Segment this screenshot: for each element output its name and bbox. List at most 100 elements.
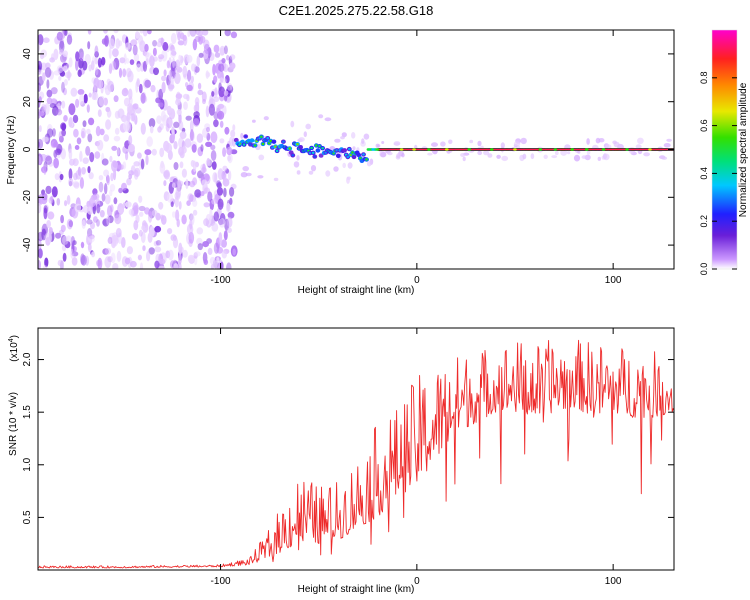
noise-blob xyxy=(226,262,232,269)
noise-blob xyxy=(200,36,206,44)
noise-blob xyxy=(46,220,51,229)
snr-panel: -100 0 100 0.5 1.0 1.5 2.0 Height of straight … xyxy=(8,327,675,595)
noise-blob xyxy=(135,81,139,93)
noise-blob xyxy=(186,223,194,235)
noise-blob xyxy=(113,135,121,142)
noise-blob xyxy=(560,149,568,156)
noise-blob xyxy=(55,232,62,239)
noise-blob xyxy=(159,258,166,265)
noise-blob xyxy=(342,162,347,169)
noise-blob xyxy=(107,236,113,245)
noise-blob xyxy=(66,195,71,205)
noise-blob xyxy=(38,42,41,52)
noise-blob xyxy=(79,51,84,62)
noise-blob xyxy=(57,259,64,267)
noise-blob xyxy=(134,167,141,177)
noise-blob xyxy=(219,47,225,56)
noise-blob xyxy=(139,30,144,34)
spec-y-tick-label: 20 xyxy=(22,96,33,108)
colorbar-gradient xyxy=(712,30,737,269)
noise-blob xyxy=(227,227,232,233)
noise-blob xyxy=(187,254,195,263)
noise-blob xyxy=(501,155,509,162)
noise-blob xyxy=(166,193,174,203)
noise-blob xyxy=(63,115,68,122)
noise-blob xyxy=(189,30,197,37)
noise-blob xyxy=(167,84,175,90)
noise-blob xyxy=(229,136,234,147)
noise-blob xyxy=(116,250,122,262)
noise-blob xyxy=(108,63,113,74)
signal-blob xyxy=(318,145,321,148)
noise-blob xyxy=(387,151,393,156)
noise-blob xyxy=(46,79,50,89)
noise-blob xyxy=(108,38,115,49)
noise-blob xyxy=(181,168,187,178)
noise-blob xyxy=(232,248,236,256)
noise-blob xyxy=(72,181,80,188)
noise-blob xyxy=(121,237,126,248)
signal-blob xyxy=(291,154,295,157)
noise-blob xyxy=(196,133,204,143)
noise-blob xyxy=(105,119,112,130)
noise-blob xyxy=(129,59,135,65)
noise-blob xyxy=(77,89,85,95)
noise-blob xyxy=(49,57,56,63)
noise-blob xyxy=(221,58,226,64)
noise-blob xyxy=(106,109,112,118)
noise-blob xyxy=(68,178,74,187)
carrier-dot xyxy=(467,148,472,151)
noise-blob xyxy=(150,84,156,93)
noise-blob xyxy=(346,176,350,184)
noise-blob xyxy=(159,162,166,174)
signal-blob xyxy=(318,153,324,158)
noise-blob xyxy=(232,124,236,131)
noise-blob xyxy=(86,128,91,135)
noise-blob xyxy=(123,87,128,94)
noise-blob xyxy=(145,154,149,166)
colorbar-ticks: 0.0 0.2 0.4 0.6 0.8 xyxy=(699,72,737,275)
noise-blob xyxy=(340,136,345,140)
noise-blob xyxy=(186,84,193,92)
noise-blob xyxy=(192,199,198,208)
noise-blob xyxy=(123,97,131,107)
noise-blob xyxy=(96,139,104,151)
signal-blob xyxy=(346,155,350,159)
noise-blob xyxy=(49,103,56,109)
noise-blob xyxy=(177,40,185,46)
noise-blob xyxy=(296,155,300,161)
noise-blob xyxy=(161,81,166,94)
noise-blob xyxy=(223,45,228,55)
noise-blob xyxy=(103,134,110,142)
noise-blob xyxy=(79,177,84,189)
noise-blob xyxy=(62,50,68,57)
noise-blob xyxy=(59,173,64,181)
noise-blob xyxy=(460,153,466,157)
noise-blob xyxy=(160,37,164,46)
noise-blob xyxy=(551,155,558,159)
noise-blob xyxy=(144,51,150,58)
noise-blob xyxy=(117,108,125,119)
noise-blob xyxy=(138,211,144,217)
noise-blob xyxy=(116,147,120,156)
noise-blob xyxy=(352,146,356,151)
noise-blob xyxy=(196,227,204,235)
noise-blob xyxy=(128,170,135,176)
noise-blob xyxy=(324,117,332,122)
noise-blob xyxy=(252,119,256,123)
noise-blob xyxy=(133,220,139,231)
noise-blob xyxy=(104,35,109,47)
signal-blob xyxy=(362,153,365,156)
noise-blob xyxy=(586,138,590,145)
noise-blob xyxy=(213,242,220,254)
noise-blob xyxy=(173,263,179,269)
noise-blob xyxy=(44,67,52,78)
noise-blob xyxy=(41,193,48,201)
noise-blob xyxy=(173,121,180,128)
carrier-dot xyxy=(625,148,629,151)
noise-blob xyxy=(124,257,131,265)
spec-x-tick-label: 100 xyxy=(605,275,622,286)
noise-blob xyxy=(46,89,53,98)
signal-blob xyxy=(315,144,318,147)
noise-blob xyxy=(303,131,307,138)
